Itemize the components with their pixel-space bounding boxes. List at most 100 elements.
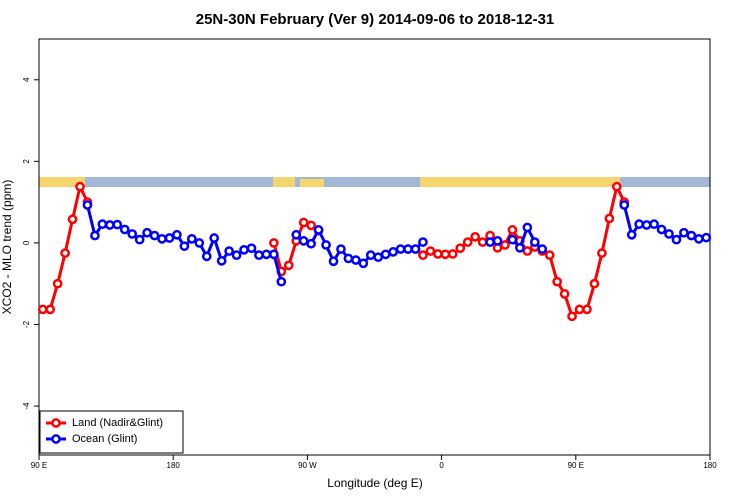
x-tick-label: 180 bbox=[167, 461, 181, 470]
data-point bbox=[552, 276, 563, 287]
data-point bbox=[127, 229, 138, 239]
data-point bbox=[574, 304, 585, 315]
data-point bbox=[589, 278, 600, 289]
data-point bbox=[351, 255, 361, 265]
data-point bbox=[701, 232, 712, 243]
data-point bbox=[671, 234, 682, 245]
data-point bbox=[291, 229, 302, 240]
data-point bbox=[507, 225, 518, 235]
chart-title: 25N-30N February (Ver 9) 2014-09-06 to 2… bbox=[196, 11, 555, 28]
data-point bbox=[358, 258, 369, 269]
data-point bbox=[507, 234, 518, 245]
data-point bbox=[37, 304, 48, 315]
y-tick-label: 2 bbox=[22, 159, 31, 164]
data-point bbox=[559, 289, 570, 299]
data-point bbox=[373, 252, 384, 263]
data-point bbox=[485, 237, 495, 247]
data-point bbox=[693, 233, 704, 244]
data-point bbox=[298, 217, 309, 228]
data-point bbox=[52, 278, 63, 289]
data-point bbox=[686, 230, 697, 241]
data-point bbox=[306, 238, 316, 249]
data-point bbox=[403, 244, 413, 254]
data-point bbox=[283, 260, 294, 271]
data-point bbox=[321, 240, 331, 250]
data-point bbox=[134, 234, 145, 245]
data-point bbox=[157, 233, 167, 244]
data-point bbox=[82, 200, 93, 210]
data-point bbox=[343, 253, 354, 264]
x-tick-label: 90 E bbox=[568, 461, 584, 470]
data-point bbox=[179, 241, 190, 252]
data-point bbox=[201, 251, 212, 262]
data-point bbox=[477, 237, 488, 247]
data-point bbox=[67, 214, 78, 225]
data-point bbox=[60, 248, 70, 258]
data-point bbox=[90, 230, 100, 241]
data-point bbox=[567, 311, 577, 322]
data-point bbox=[455, 243, 466, 254]
y-tick-label: -4 bbox=[22, 402, 31, 410]
data-point bbox=[656, 224, 667, 235]
data-point bbox=[462, 237, 473, 247]
data-point bbox=[529, 237, 540, 247]
land-strip bbox=[300, 179, 324, 187]
data-point bbox=[239, 245, 249, 255]
y-tick-label: 0 bbox=[22, 240, 31, 245]
data-point bbox=[269, 238, 279, 248]
x-tick-label: 180 bbox=[703, 461, 717, 470]
data-point bbox=[664, 229, 674, 239]
y-axis-label: XCO2 - MLO trend (ppm) bbox=[0, 180, 14, 315]
data-point bbox=[97, 219, 108, 230]
data-point bbox=[522, 222, 533, 233]
legend-label: Ocean (Glint) bbox=[72, 433, 137, 445]
x-tick-label: 90 E bbox=[31, 461, 47, 470]
y-tick-label: -2 bbox=[22, 320, 31, 328]
legend-box bbox=[39, 410, 184, 454]
data-point bbox=[470, 231, 480, 242]
data-point bbox=[194, 238, 205, 248]
legend-label: Land (Nadir&Glint) bbox=[72, 417, 163, 429]
x-axis-label: Longitude (deg E) bbox=[327, 476, 422, 490]
data-point bbox=[626, 229, 637, 240]
data-point bbox=[172, 229, 182, 240]
data-point bbox=[45, 304, 56, 315]
data-point bbox=[544, 250, 555, 261]
data-point bbox=[186, 233, 197, 244]
ocean-strip bbox=[39, 177, 710, 187]
series-line bbox=[42, 182, 626, 320]
data-point bbox=[246, 243, 257, 254]
data-point bbox=[388, 247, 398, 257]
data-point bbox=[328, 256, 339, 267]
land-strip bbox=[420, 177, 620, 187]
land-strip bbox=[273, 177, 295, 187]
data-point bbox=[597, 248, 607, 258]
data-point bbox=[440, 249, 451, 260]
data-point bbox=[641, 220, 652, 230]
data-point bbox=[112, 219, 123, 230]
legend: Land (Nadir&Glint) Ocean (Glint) bbox=[39, 410, 184, 454]
data-point bbox=[582, 304, 592, 315]
data-point bbox=[269, 249, 279, 260]
data-point bbox=[313, 225, 324, 235]
x-tick-label: 0 bbox=[439, 461, 444, 470]
data-point bbox=[254, 250, 264, 261]
data-point bbox=[679, 227, 689, 238]
data-point bbox=[276, 276, 287, 287]
data-point bbox=[306, 220, 316, 231]
data-point bbox=[380, 249, 391, 260]
data-point bbox=[365, 250, 376, 261]
data-point bbox=[298, 236, 309, 246]
data-point bbox=[418, 237, 428, 247]
data-point bbox=[410, 244, 421, 254]
data-point bbox=[433, 249, 443, 259]
data-point bbox=[634, 219, 645, 230]
data-point bbox=[425, 246, 436, 256]
land-strip bbox=[39, 177, 85, 187]
data-point bbox=[142, 227, 152, 238]
data-point bbox=[611, 181, 622, 192]
data-point bbox=[216, 256, 227, 266]
data-point bbox=[500, 240, 510, 250]
data-point bbox=[492, 236, 503, 246]
